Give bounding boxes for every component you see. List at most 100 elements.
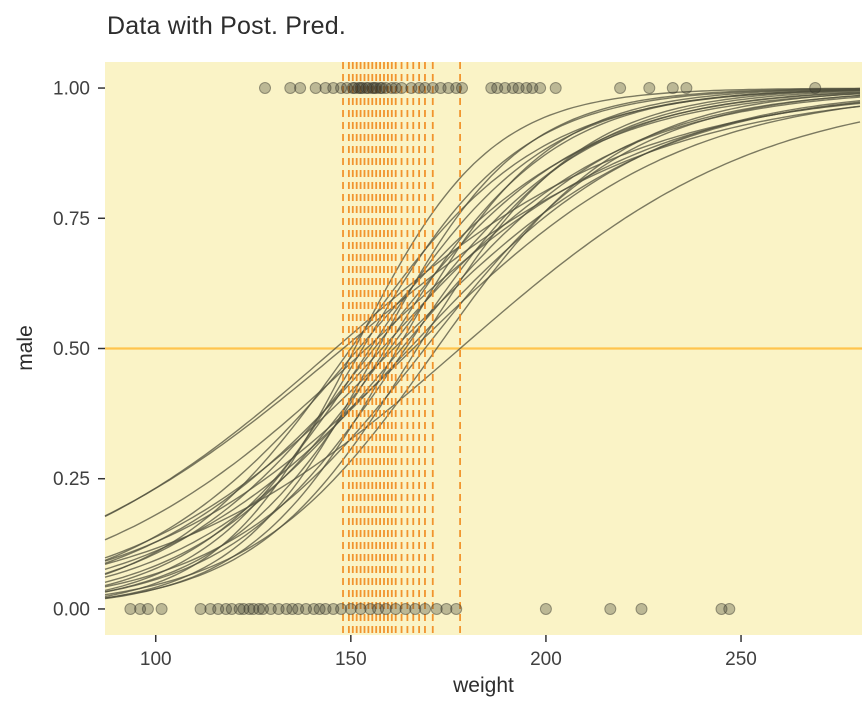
data-point bbox=[364, 603, 377, 615]
data-point bbox=[292, 603, 305, 615]
data-point bbox=[253, 603, 266, 615]
x-tick-label: 100 bbox=[140, 649, 172, 670]
data-point bbox=[379, 603, 392, 615]
data-point bbox=[284, 82, 297, 94]
posterior-curve bbox=[104, 105, 861, 517]
data-point bbox=[456, 82, 468, 94]
data-point bbox=[247, 603, 260, 615]
data-point bbox=[212, 603, 225, 615]
posterior-curve bbox=[104, 87, 861, 598]
data-point bbox=[272, 603, 285, 615]
data-point bbox=[506, 82, 519, 94]
data-point bbox=[204, 603, 217, 615]
data-point bbox=[385, 82, 398, 94]
data-point bbox=[491, 82, 504, 94]
data-point bbox=[539, 603, 552, 615]
data-point bbox=[294, 82, 307, 94]
posterior-curve bbox=[104, 94, 861, 588]
data-point bbox=[340, 82, 353, 94]
y-tick-label: 0.75 bbox=[53, 209, 90, 230]
data-point bbox=[409, 603, 422, 615]
data-point bbox=[194, 603, 207, 615]
data-point bbox=[389, 603, 402, 615]
data-point bbox=[374, 82, 387, 94]
data-point bbox=[362, 82, 375, 94]
data-point bbox=[549, 82, 562, 94]
data-point bbox=[405, 82, 418, 94]
data-point bbox=[237, 603, 250, 615]
data-point bbox=[442, 82, 455, 94]
data-point bbox=[134, 603, 147, 615]
data-point bbox=[715, 603, 728, 615]
data-point bbox=[526, 82, 539, 94]
data-point bbox=[243, 603, 256, 615]
data-point bbox=[348, 82, 361, 94]
x-tick-label: 150 bbox=[335, 649, 367, 670]
data-point bbox=[426, 82, 439, 94]
axis-ticks bbox=[98, 87, 742, 642]
data-points-male bbox=[259, 82, 822, 94]
data-point bbox=[264, 603, 277, 615]
posterior-curve bbox=[104, 90, 861, 593]
data-point bbox=[307, 603, 320, 615]
posterior-curve bbox=[104, 89, 861, 593]
data-point bbox=[233, 603, 246, 615]
data-point bbox=[419, 603, 431, 615]
data-point bbox=[327, 82, 340, 94]
data-point bbox=[319, 82, 332, 94]
posterior-curve bbox=[104, 88, 861, 592]
data-point bbox=[356, 82, 369, 94]
posterior-curves bbox=[104, 87, 861, 600]
data-point bbox=[485, 82, 498, 94]
data-point bbox=[419, 82, 431, 94]
data-point bbox=[440, 603, 453, 615]
data-point bbox=[335, 603, 348, 615]
data-point bbox=[286, 603, 299, 615]
data-point bbox=[430, 603, 443, 615]
data-point bbox=[604, 603, 617, 615]
data-point bbox=[512, 82, 525, 94]
data-point bbox=[666, 82, 679, 94]
data-point bbox=[399, 603, 412, 615]
data-point bbox=[520, 82, 533, 94]
data-point bbox=[141, 603, 154, 615]
data-point bbox=[534, 82, 547, 94]
posterior-curve bbox=[104, 96, 861, 564]
data-point bbox=[352, 82, 365, 94]
data-point bbox=[280, 603, 293, 615]
posterior-curve bbox=[104, 100, 861, 570]
posterior-curve bbox=[104, 121, 861, 565]
y-tick-label: 1.00 bbox=[53, 79, 90, 100]
data-point bbox=[366, 82, 379, 94]
data-point bbox=[313, 603, 326, 615]
data-point bbox=[220, 603, 232, 615]
data-point bbox=[354, 82, 367, 94]
tick-labels: 100 150 200 250 0.00 0.25 0.50 0.75 1.00 bbox=[53, 79, 757, 670]
data-point bbox=[643, 82, 656, 94]
data-point bbox=[376, 82, 388, 94]
chart-title: Data with Post. Pred. bbox=[107, 12, 347, 40]
data-point bbox=[809, 82, 822, 94]
data-point bbox=[259, 82, 271, 94]
data-point bbox=[346, 82, 359, 94]
data-point bbox=[372, 603, 385, 615]
data-point bbox=[327, 603, 340, 615]
posterior-curve bbox=[104, 105, 861, 562]
data-point bbox=[680, 82, 693, 94]
posterior-curve bbox=[104, 94, 861, 578]
y-tick-label: 0.00 bbox=[53, 599, 90, 620]
data-point bbox=[319, 603, 332, 615]
y-tick-label: 0.25 bbox=[53, 469, 90, 490]
data-point bbox=[413, 82, 426, 94]
data-point bbox=[614, 82, 627, 94]
data-point bbox=[344, 603, 357, 615]
y-tick-label: 0.50 bbox=[53, 339, 90, 360]
posterior-curve bbox=[104, 89, 861, 599]
data-point bbox=[309, 82, 322, 94]
data-point bbox=[389, 82, 402, 94]
data-point bbox=[450, 603, 463, 615]
data-point bbox=[335, 82, 348, 94]
x-tick-label: 250 bbox=[725, 649, 757, 670]
x-axis-label: weight bbox=[453, 674, 514, 697]
